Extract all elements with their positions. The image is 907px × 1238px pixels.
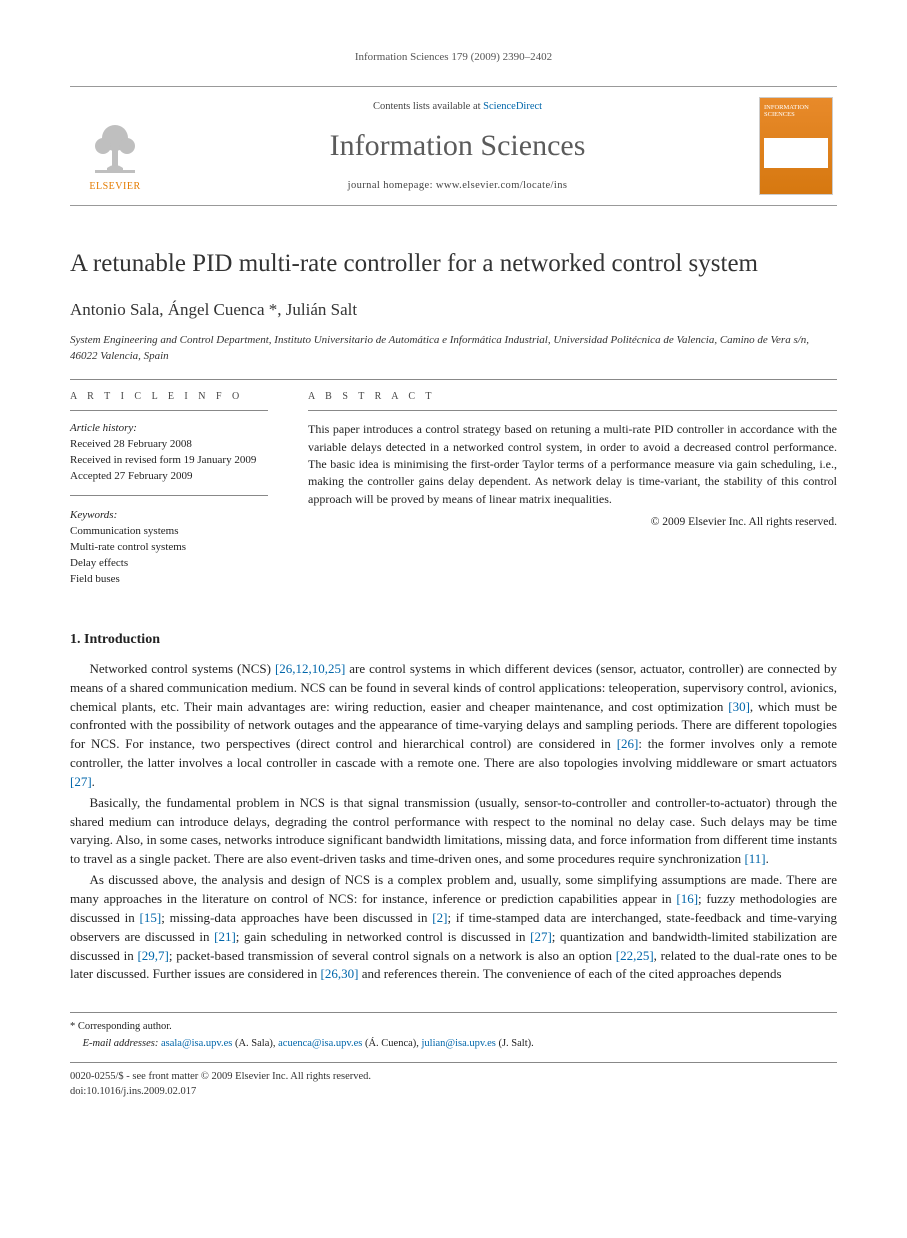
keyword-item: Delay effects xyxy=(70,556,268,572)
article-title: A retunable PID multi-rate controller fo… xyxy=(70,246,837,282)
journal-homepage: journal homepage: www.elsevier.com/locat… xyxy=(170,178,745,193)
body-paragraph: Networked control systems (NCS) [26,12,1… xyxy=(70,660,837,792)
footnotes: * Corresponding author. E-mail addresses… xyxy=(70,1012,837,1051)
publisher-logo-block: ELSEVIER xyxy=(70,87,160,205)
footer-doi: doi:10.1016/j.ins.2009.02.017 xyxy=(70,1084,837,1099)
citation-link[interactable]: [11] xyxy=(744,851,765,866)
abstract-copyright: © 2009 Elsevier Inc. All rights reserved… xyxy=(308,514,837,531)
keywords-label: Keywords: xyxy=(70,508,268,524)
body-text: and references therein. The convenience … xyxy=(358,966,781,981)
journal-header: ELSEVIER Contents lists available at Sci… xyxy=(70,86,837,206)
email-link[interactable]: julian@isa.upv.es xyxy=(422,1038,496,1049)
running-header: Information Sciences 179 (2009) 2390–240… xyxy=(70,50,837,66)
email-who: (Á. Cuenca), xyxy=(362,1038,421,1049)
citation-link[interactable]: [15] xyxy=(140,910,162,925)
page-root: Information Sciences 179 (2009) 2390–240… xyxy=(0,0,907,1139)
citation-link[interactable]: [27] xyxy=(530,929,552,944)
email-link[interactable]: acuenca@isa.upv.es xyxy=(278,1038,362,1049)
citation-link[interactable]: [27] xyxy=(70,774,92,789)
emails-line: E-mail addresses: asala@isa.upv.es (A. S… xyxy=(70,1036,837,1051)
history-accepted: Accepted 27 February 2009 xyxy=(70,469,268,485)
citation-link[interactable]: [29,7] xyxy=(137,948,168,963)
body-text: ; gain scheduling in networked control i… xyxy=(236,929,530,944)
article-history-block: Article history: Received 28 February 20… xyxy=(70,421,268,496)
citation-link[interactable]: [26,30] xyxy=(321,966,359,981)
email-who: (A. Sala), xyxy=(232,1038,278,1049)
citation-link[interactable]: [26] xyxy=(617,736,639,751)
keywords-block: Keywords: Communication systems Multi-ra… xyxy=(70,508,268,588)
footer-bar: 0020-0255/$ - see front matter © 2009 El… xyxy=(70,1062,837,1099)
citation-link[interactable]: [2] xyxy=(432,910,447,925)
keyword-item: Field buses xyxy=(70,572,268,588)
body-text: Basically, the fundamental problem in NC… xyxy=(70,795,837,867)
article-info-label: A R T I C L E I N F O xyxy=(70,390,268,412)
citation-link[interactable]: [16] xyxy=(676,891,698,906)
contents-line: Contents lists available at ScienceDirec… xyxy=(170,99,745,114)
history-label: Article history: xyxy=(70,421,268,437)
authors: Antonio Sala, Ángel Cuenca *, Julián Sal… xyxy=(70,298,837,323)
sciencedirect-link[interactable]: ScienceDirect xyxy=(483,101,542,112)
body-paragraph: As discussed above, the analysis and des… xyxy=(70,871,837,984)
info-abstract-row: A R T I C L E I N F O Article history: R… xyxy=(70,379,837,598)
cover-title: INFORMATION SCIENCES xyxy=(764,104,828,118)
header-center: Contents lists available at ScienceDirec… xyxy=(160,87,755,205)
corresponding-author-note: * Corresponding author. xyxy=(70,1019,837,1034)
elsevier-tree-icon xyxy=(85,118,145,178)
citation-link[interactable]: [30] xyxy=(728,699,750,714)
contents-prefix: Contents lists available at xyxy=(373,101,483,112)
history-received: Received 28 February 2008 xyxy=(70,437,268,453)
citation-link[interactable]: [21] xyxy=(214,929,236,944)
body-paragraph: Basically, the fundamental problem in NC… xyxy=(70,794,837,869)
body-text: ; missing-data approaches have been disc… xyxy=(161,910,432,925)
abstract-text: This paper introduces a control strategy… xyxy=(308,421,837,508)
keyword-item: Multi-rate control systems xyxy=(70,540,268,556)
publisher-label: ELSEVIER xyxy=(89,180,140,195)
history-revised: Received in revised form 19 January 2009 xyxy=(70,453,268,469)
citation-link[interactable]: [26,12,10,25] xyxy=(275,661,345,676)
footer-front-matter: 0020-0255/$ - see front matter © 2009 El… xyxy=(70,1069,837,1084)
cover-band xyxy=(764,138,828,168)
section-heading-introduction: 1. Introduction xyxy=(70,630,837,650)
keyword-item: Communication systems xyxy=(70,524,268,540)
journal-name: Information Sciences xyxy=(170,124,745,168)
email-link[interactable]: asala@isa.upv.es xyxy=(161,1038,232,1049)
citation-link[interactable]: [22,25] xyxy=(616,948,654,963)
affiliation: System Engineering and Control Departmen… xyxy=(70,333,837,365)
body-text: ; packet-based transmission of several c… xyxy=(169,948,616,963)
emails-label: E-mail addresses: xyxy=(83,1038,161,1049)
abstract-column: A B S T R A C T This paper introduces a … xyxy=(288,380,837,598)
body-text: . xyxy=(766,851,769,866)
abstract-label: A B S T R A C T xyxy=(308,390,837,412)
body-text: Networked control systems (NCS) xyxy=(90,661,275,676)
journal-cover-block: INFORMATION SCIENCES xyxy=(755,87,837,205)
body-text: . xyxy=(92,774,95,789)
article-info-column: A R T I C L E I N F O Article history: R… xyxy=(70,380,288,598)
email-who: (J. Salt). xyxy=(496,1038,534,1049)
journal-cover-thumb: INFORMATION SCIENCES xyxy=(759,97,833,195)
